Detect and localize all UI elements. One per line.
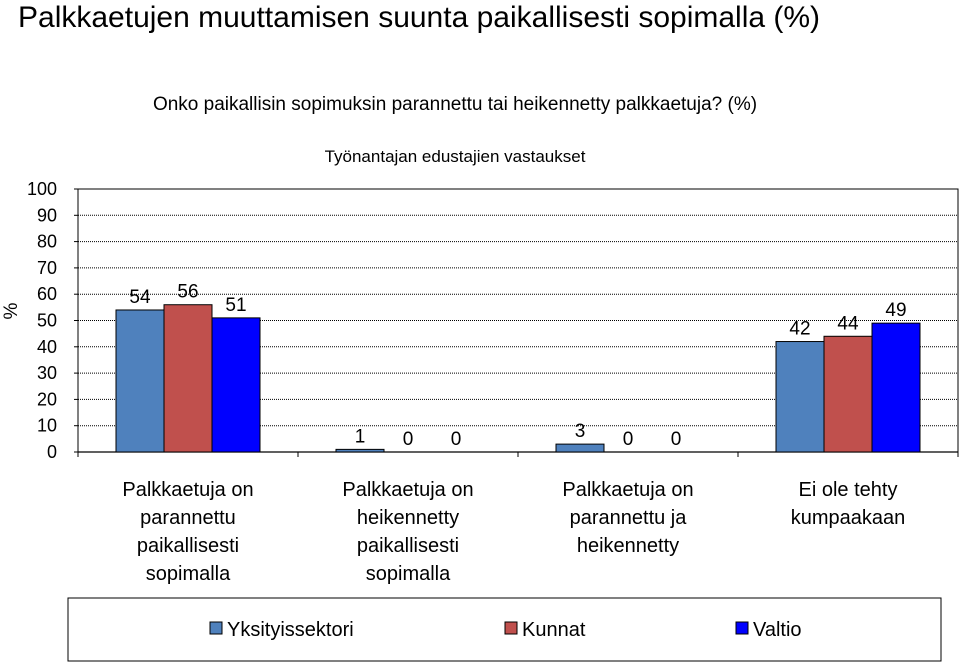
- data-label: 0: [403, 429, 414, 450]
- x-category-label-line: Ei ole tehty: [799, 479, 898, 501]
- x-category-label-line: Palkkaetuja on: [122, 479, 253, 501]
- x-category-label-line: Palkkaetuja on: [562, 479, 693, 501]
- data-label: 56: [177, 282, 198, 303]
- x-category-label-line: paikallisesti: [137, 535, 239, 557]
- x-category-label: Palkkaetuja on heikennetty paikallisesti so…: [342, 479, 473, 585]
- data-label: 3: [575, 421, 586, 442]
- y-tick-label: 70: [37, 258, 57, 278]
- x-category-label: Palkkaetuja on parannettu ja heikennetty: [562, 479, 693, 557]
- x-category-label-line: parannettu ja: [570, 507, 688, 529]
- y-tick-label: 10: [37, 416, 57, 436]
- data-label: 0: [451, 429, 462, 450]
- legend: Yksityissektori Kunnat Valtio: [67, 597, 942, 662]
- data-label: 1: [355, 426, 366, 447]
- data-label: 0: [623, 429, 634, 450]
- legend-swatch: [504, 621, 518, 635]
- bar: [775, 341, 825, 453]
- y-tick-label: 0: [47, 442, 57, 462]
- chart-title: Onko paikallisin sopimuksin parannettu t…: [153, 94, 757, 115]
- y-tick-label: 30: [37, 363, 57, 383]
- legend-label: Valtio: [753, 619, 802, 641]
- x-category-label: Ei ole tehty kumpaakaan: [791, 479, 906, 529]
- x-category-label-line: sopimalla: [366, 563, 451, 585]
- page-title: Palkkaetujen muuttamisen suunta paikalli…: [18, 1, 820, 34]
- legend-label: Yksityissektori: [227, 619, 354, 641]
- y-tick-label: 100: [27, 179, 57, 199]
- y-axis-label: %: [1, 302, 22, 319]
- bar: [163, 304, 213, 453]
- bar: [335, 448, 385, 453]
- x-category-label-line: parannettu: [140, 507, 236, 529]
- legend-label: Kunnat: [522, 619, 586, 641]
- x-category-label-line: heikennetty: [577, 535, 679, 557]
- data-label: 0: [671, 429, 682, 450]
- bar: [823, 335, 873, 453]
- data-label: 54: [129, 287, 151, 308]
- x-category-label-line: heikennetty: [357, 507, 459, 529]
- bar: [871, 322, 921, 453]
- data-label: 49: [885, 300, 906, 321]
- x-category-label-line: Palkkaetuja on: [342, 479, 473, 501]
- x-category-label-line: kumpaakaan: [791, 507, 906, 529]
- y-tick-label: 40: [37, 337, 57, 357]
- y-tick-label: 90: [37, 205, 57, 225]
- data-label: 44: [837, 313, 859, 334]
- data-label: 42: [789, 319, 810, 340]
- bar: [555, 443, 605, 453]
- bar: [115, 309, 165, 453]
- y-tick-label: 80: [37, 232, 57, 252]
- x-category-label-line: paikallisesti: [357, 535, 459, 557]
- legend-swatch: [735, 621, 749, 635]
- x-category-label-line: sopimalla: [146, 563, 231, 585]
- y-tick-label: 50: [37, 311, 57, 331]
- y-tick-label: 60: [37, 284, 57, 304]
- x-category-label: Palkkaetuja on parannettu paikallisesti sop…: [122, 479, 253, 585]
- y-tick-label: 20: [37, 389, 57, 409]
- bar: [211, 317, 261, 453]
- legend-swatch: [209, 621, 223, 635]
- data-label: 51: [225, 295, 246, 316]
- chart-subtitle: Työnantajan edustajien vastaukset: [325, 147, 586, 166]
